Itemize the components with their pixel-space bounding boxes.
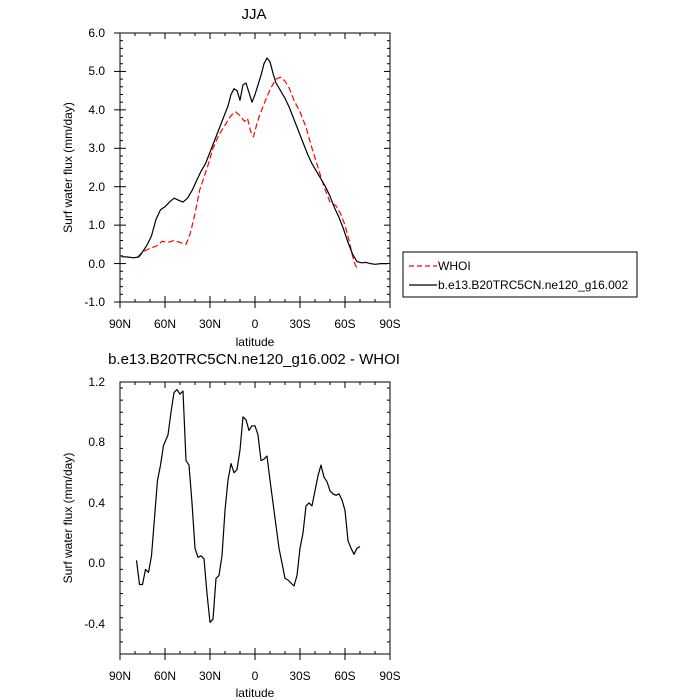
series-line-model [121, 57, 387, 265]
bottom-x-tick-label: 60S [334, 669, 355, 683]
bottom-y-tick-labels: -0.4 0.0 0.4 0.8 1.2 [84, 375, 105, 631]
bottom-y-tick-label: 0.8 [88, 435, 105, 449]
top-y-tick-label: 2.0 [88, 180, 105, 194]
top-y-tick-label: 6.0 [88, 26, 105, 40]
legend-label-whoi: WHOI [438, 259, 471, 273]
bottom-panel: b.e13.B20TRC5CN.ne120_g16.002 - WHOI -0.… [61, 351, 401, 700]
bottom-x-tick-label: 30S [289, 669, 310, 683]
top-series [121, 57, 387, 268]
top-y-tick-label: 0.0 [88, 257, 105, 271]
bottom-x-tick-label: 30N [199, 669, 221, 683]
top-x-axis-label: latitude [236, 335, 275, 349]
legend-label-model: b.e13.B20TRC5CN.ne120_g16.002 [438, 278, 628, 292]
top-x-tick-label: 0 [252, 317, 259, 331]
top-chart-title: JJA [241, 6, 266, 23]
series-line-whoi [137, 76, 358, 268]
bottom-y-axis-label: Surf water flux (mm/day) [61, 453, 75, 584]
bottom-x-tick-label: 90N [109, 669, 131, 683]
bottom-y-tick-label: -0.4 [84, 617, 105, 631]
top-x-tick-label: 90S [379, 317, 400, 331]
legend-box [402, 251, 638, 298]
top-y-tick-labels: -1.0 0.0 1.0 2.0 3.0 4.0 5.0 6.0 [84, 26, 105, 309]
top-axis-ticks [114, 32, 391, 308]
top-y-tick-label: 1.0 [88, 218, 105, 232]
top-x-tick-labels: 90N 60N 30N 0 30S 60S 90S [109, 317, 401, 331]
top-plot-frame [119, 32, 391, 303]
bottom-axis-ticks [119, 382, 391, 660]
bottom-y-tick-label: 0.4 [88, 496, 105, 510]
bottom-y-tick-label: 0.0 [88, 556, 105, 570]
top-y-tick-label: 3.0 [88, 141, 105, 155]
top-x-tick-label: 60S [334, 317, 355, 331]
top-y-tick-label: 4.0 [88, 103, 105, 117]
legend: WHOI b.e13.B20TRC5CN.ne120_g16.002 [402, 251, 638, 298]
bottom-x-axis-label: latitude [236, 686, 275, 700]
bottom-series [135, 389, 361, 623]
top-y-tick-label: 5.0 [88, 64, 105, 78]
bottom-x-tick-labels: 90N 60N 30N 0 30S 60S 90S [109, 669, 401, 683]
bottom-plot-frame [119, 381, 391, 655]
top-x-tick-label: 90N [109, 317, 131, 331]
top-y-axis-label: Surf water flux (mm/day) [61, 102, 75, 233]
bottom-x-tick-label: 0 [252, 669, 259, 683]
bottom-y-tick-label: 1.2 [88, 375, 105, 389]
top-x-tick-label: 30N [199, 317, 221, 331]
bottom-chart-title: b.e13.B20TRC5CN.ne120_g16.002 - WHOI [108, 351, 400, 368]
top-y-tick-label: -1.0 [84, 295, 105, 309]
top-x-tick-label: 60N [154, 317, 176, 331]
bottom-x-tick-label: 60N [154, 669, 176, 683]
series-line-difference [135, 389, 361, 623]
bottom-x-tick-label: 90S [379, 669, 400, 683]
top-panel: JJA -1.0 0.0 1.0 2.0 3.0 4.0 5.0 6.0 90N… [61, 6, 638, 349]
top-x-tick-label: 30S [289, 317, 310, 331]
